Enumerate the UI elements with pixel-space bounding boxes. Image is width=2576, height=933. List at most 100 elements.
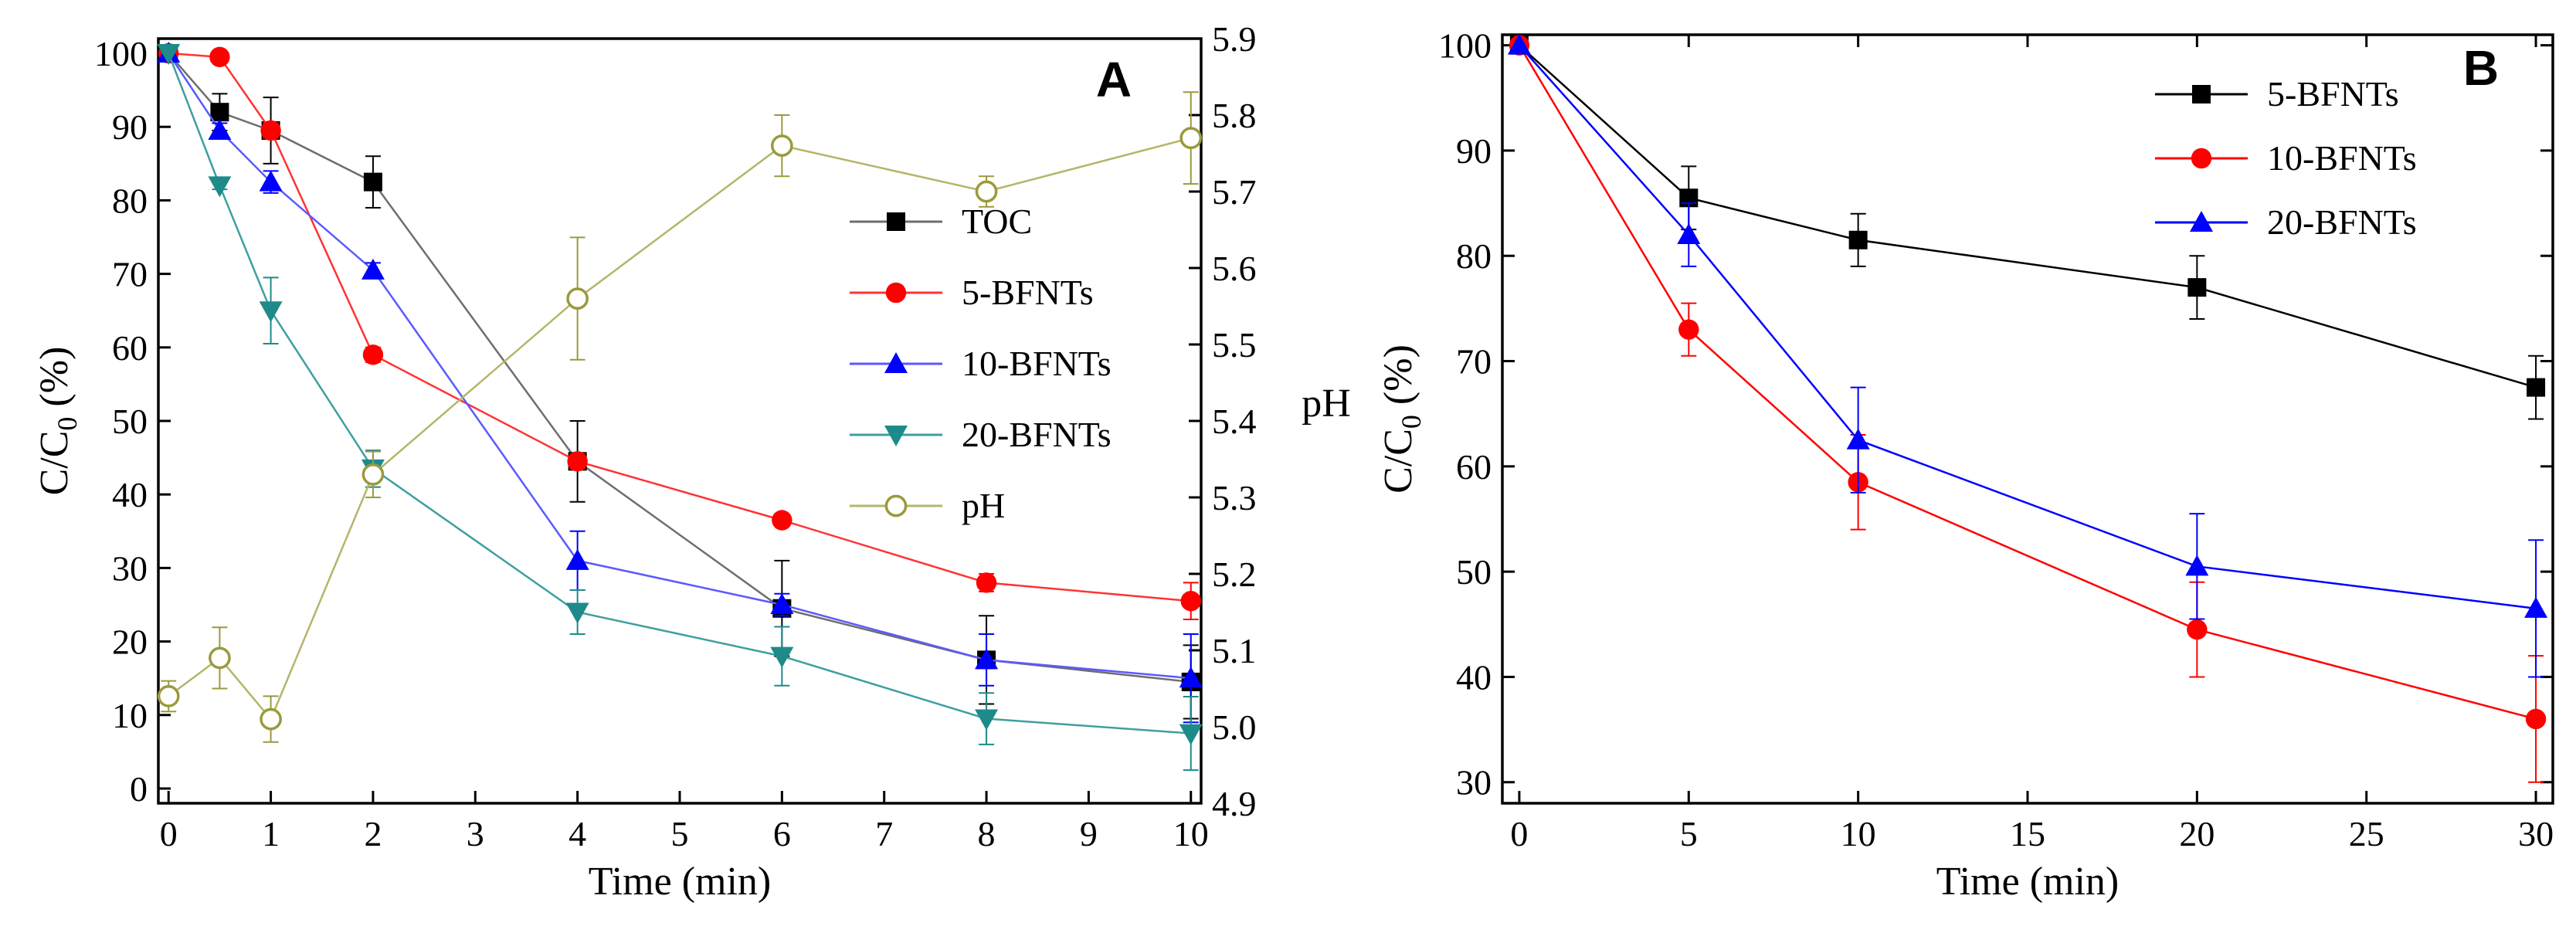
data-point xyxy=(565,548,589,570)
panel-label: B xyxy=(2463,40,2499,96)
data-point xyxy=(208,176,232,198)
x-tick-label: 0 xyxy=(1510,814,1528,853)
series-line xyxy=(168,52,1191,602)
y2-tick-label: 5.9 xyxy=(1212,19,1257,59)
y-tick-label: 40 xyxy=(1456,657,1492,697)
data-point xyxy=(1507,33,1531,55)
y-tick-label: 30 xyxy=(1456,763,1492,802)
y-tick-label: 50 xyxy=(1456,552,1492,592)
data-point xyxy=(260,707,282,731)
data-point xyxy=(361,258,385,280)
data-point xyxy=(1848,230,1868,249)
data-point xyxy=(259,170,283,192)
series-20-BFNTs xyxy=(1507,33,2548,678)
y-tick-label: 80 xyxy=(1456,236,1492,276)
legend-label: 10-BFNTs xyxy=(2267,138,2417,178)
series-line xyxy=(168,53,1191,735)
x-tick-label: 25 xyxy=(2349,814,2384,853)
data-point xyxy=(1677,222,1701,244)
data-point xyxy=(363,172,382,192)
series-5-BFNTs xyxy=(158,42,1201,621)
legend-label: 20-BFNTs xyxy=(962,415,1112,454)
data-point xyxy=(1179,667,1203,688)
x-tick-label: 0 xyxy=(160,814,178,853)
panel-label: A xyxy=(1096,52,1132,107)
data-point xyxy=(567,451,588,472)
legend-marker xyxy=(2191,148,2212,169)
legend-marker xyxy=(884,494,908,517)
legend-label: 10-BFNTs xyxy=(962,344,1112,383)
data-point xyxy=(975,648,999,670)
data-point xyxy=(361,463,385,486)
y-axis-title: C/C0 (%) xyxy=(1376,344,1427,494)
data-point xyxy=(209,46,230,67)
x-tick-label: 15 xyxy=(2010,814,2045,853)
data-point xyxy=(975,709,999,731)
y-tick-label: 90 xyxy=(1456,131,1492,171)
y-tick-label: 70 xyxy=(112,255,148,294)
data-point xyxy=(975,180,998,203)
x-tick-label: 8 xyxy=(978,814,996,853)
y2-axis-title: pH xyxy=(1302,382,1351,426)
x-tick-label: 10 xyxy=(1841,814,1876,853)
y-tick-label: 100 xyxy=(94,34,148,73)
legend-marker xyxy=(887,212,905,231)
data-point xyxy=(1179,127,1203,150)
legend-marker xyxy=(885,282,907,304)
panel-a-chart: 0 1 2 3 4 5 6 7 8 9 1001020304050607080901004.95.0… xyxy=(32,19,1351,904)
data-point xyxy=(1846,428,1870,450)
x-axis-title: Time (min) xyxy=(1936,860,2119,904)
data-point xyxy=(772,510,792,531)
x-tick-label: 9 xyxy=(1080,814,1098,853)
y-tick-label: 30 xyxy=(112,548,148,588)
legend-marker xyxy=(2192,85,2211,103)
y-tick-label: 60 xyxy=(112,328,148,368)
series-line xyxy=(1519,44,2537,610)
legend-marker xyxy=(884,352,908,373)
data-point xyxy=(208,118,232,140)
y-tick-label: 70 xyxy=(1456,342,1492,382)
legend-label: pH xyxy=(962,486,1005,525)
x-tick-label: 20 xyxy=(2179,814,2215,853)
y2-tick-label: 5.8 xyxy=(1212,96,1257,135)
data-point xyxy=(260,120,281,141)
y2-tick-label: 4.9 xyxy=(1212,784,1257,823)
panel-b-chart: 0 5 10 15 20 25 30 30 40 50 60 70 80 90 100 Time (min) C… xyxy=(1376,26,2554,904)
y-tick-label: 50 xyxy=(112,402,148,441)
data-point xyxy=(1678,319,1699,340)
x-tick-label: 2 xyxy=(364,814,382,853)
x-axis-title: Time (min) xyxy=(589,860,771,904)
x-tick-label: 6 xyxy=(773,814,791,853)
data-point xyxy=(157,44,181,66)
y-tick-label: 90 xyxy=(112,107,148,147)
y-tick-label: 100 xyxy=(1438,26,1492,66)
series-10-BFNTs xyxy=(157,42,1203,724)
y-tick-label: 10 xyxy=(112,696,148,735)
data-point xyxy=(565,602,589,624)
data-point xyxy=(2527,378,2546,397)
data-point xyxy=(210,103,229,122)
data-point xyxy=(976,572,997,593)
y-tick-label: 0 xyxy=(130,769,148,809)
data-point xyxy=(2187,278,2207,297)
data-point xyxy=(209,646,231,670)
y-tick-label: 80 xyxy=(112,181,148,220)
data-point xyxy=(1179,724,1203,745)
y2-tick-label: 5.3 xyxy=(1212,478,1257,517)
x-tick-label: 1 xyxy=(262,814,280,853)
series-line xyxy=(168,137,1192,721)
y2-tick-label: 5.4 xyxy=(1212,402,1257,441)
data-point xyxy=(770,592,794,614)
data-point xyxy=(2187,619,2208,640)
series-5-BFNTs xyxy=(1509,36,2546,420)
x-tick-label: 3 xyxy=(467,814,484,853)
data-point xyxy=(1180,591,1201,612)
data-point xyxy=(362,344,384,365)
data-point xyxy=(259,301,283,323)
data-point xyxy=(566,287,589,310)
legend-marker xyxy=(2190,211,2213,232)
y2-tick-label: 5.0 xyxy=(1212,707,1257,747)
legend-label: TOC xyxy=(962,202,1032,241)
legend-label: 5-BFNTs xyxy=(962,273,1094,312)
